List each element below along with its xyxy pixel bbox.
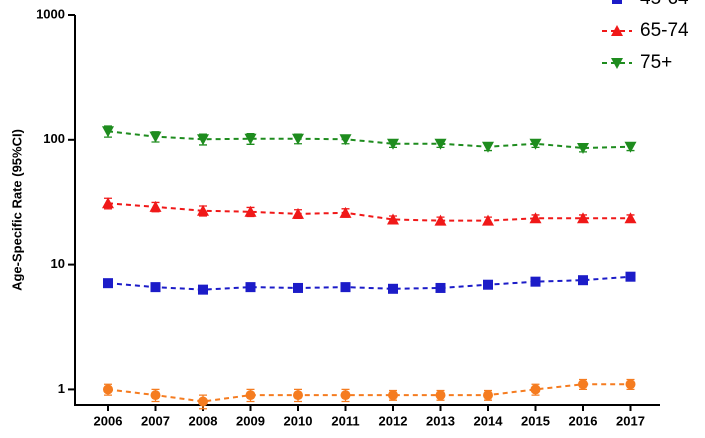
- point: [578, 275, 588, 286]
- x-tick-label: 2017: [616, 413, 645, 428]
- x-tick-label: 2013: [426, 413, 455, 428]
- point: [388, 283, 398, 294]
- point: [435, 390, 446, 401]
- error-cap: [531, 383, 540, 396]
- point: [198, 396, 208, 407]
- point: [244, 133, 257, 145]
- point: [577, 212, 589, 224]
- point: [197, 134, 209, 146]
- point: [625, 271, 636, 282]
- point: [482, 141, 494, 153]
- point: [198, 284, 208, 295]
- x-tick-label: 2007: [141, 413, 170, 428]
- y-axis-label: Age-Specific Rate (95%CI): [9, 129, 24, 291]
- point: [293, 282, 303, 293]
- x-tick-label: 2015: [521, 413, 550, 428]
- point: [197, 204, 209, 216]
- x-tick-label: 2014: [474, 413, 504, 428]
- point: [530, 276, 541, 287]
- legend-marker: [611, 25, 623, 36]
- x-tick-label: 2008: [189, 413, 218, 428]
- y-tick-label: 1: [58, 381, 65, 396]
- point: [578, 379, 588, 390]
- point: [483, 390, 493, 401]
- error-cap: [199, 394, 207, 410]
- point: [387, 213, 399, 225]
- point: [625, 379, 636, 390]
- point: [339, 134, 352, 146]
- point: [624, 212, 637, 224]
- point: [483, 279, 493, 290]
- point: [149, 131, 162, 143]
- y-tick-label: 10: [51, 256, 65, 271]
- legend-marker: [611, 58, 623, 69]
- point: [245, 390, 256, 401]
- x-tick-label: 2010: [284, 413, 313, 428]
- point: [340, 390, 351, 401]
- point: [529, 212, 542, 224]
- error-cap: [294, 388, 302, 403]
- point: [434, 214, 447, 226]
- point: [530, 384, 541, 395]
- point: [577, 142, 589, 154]
- y-tick-label: 100: [43, 131, 65, 146]
- point: [150, 390, 161, 401]
- x-tick-label: 2011: [331, 413, 359, 428]
- point: [103, 278, 113, 289]
- point: [434, 138, 447, 150]
- error-cap: [104, 383, 112, 396]
- error-cap: [341, 388, 350, 403]
- legend-marker: [612, 0, 622, 4]
- point: [529, 138, 542, 150]
- series-line: [107, 275, 631, 291]
- point: [340, 282, 351, 293]
- point: [149, 200, 162, 212]
- point: [482, 214, 494, 226]
- point: [292, 133, 304, 145]
- y-tick-label: 1000: [36, 6, 65, 21]
- x-tick-label: 2009: [236, 413, 265, 428]
- point: [435, 282, 446, 293]
- point: [339, 206, 352, 218]
- point: [102, 197, 114, 209]
- x-tick-label: 2006: [94, 413, 123, 428]
- point: [102, 126, 114, 138]
- series-line: [107, 130, 631, 149]
- point: [388, 390, 398, 401]
- series-line: [107, 383, 631, 403]
- point: [293, 390, 303, 401]
- point: [624, 141, 637, 153]
- point: [150, 282, 161, 293]
- series-line: [107, 202, 631, 222]
- legend-label: 65-74: [640, 20, 689, 41]
- point: [103, 384, 113, 395]
- point: [292, 207, 304, 219]
- legend-label: 75+: [640, 52, 672, 73]
- x-tick-label: 2016: [569, 413, 598, 428]
- error-cap: [151, 388, 160, 403]
- x-tick-label: 2012: [379, 413, 408, 428]
- point: [244, 205, 257, 217]
- point: [245, 282, 256, 293]
- point: [387, 138, 399, 150]
- legend-label: 45-64: [640, 0, 689, 9]
- error-cap: [246, 388, 255, 403]
